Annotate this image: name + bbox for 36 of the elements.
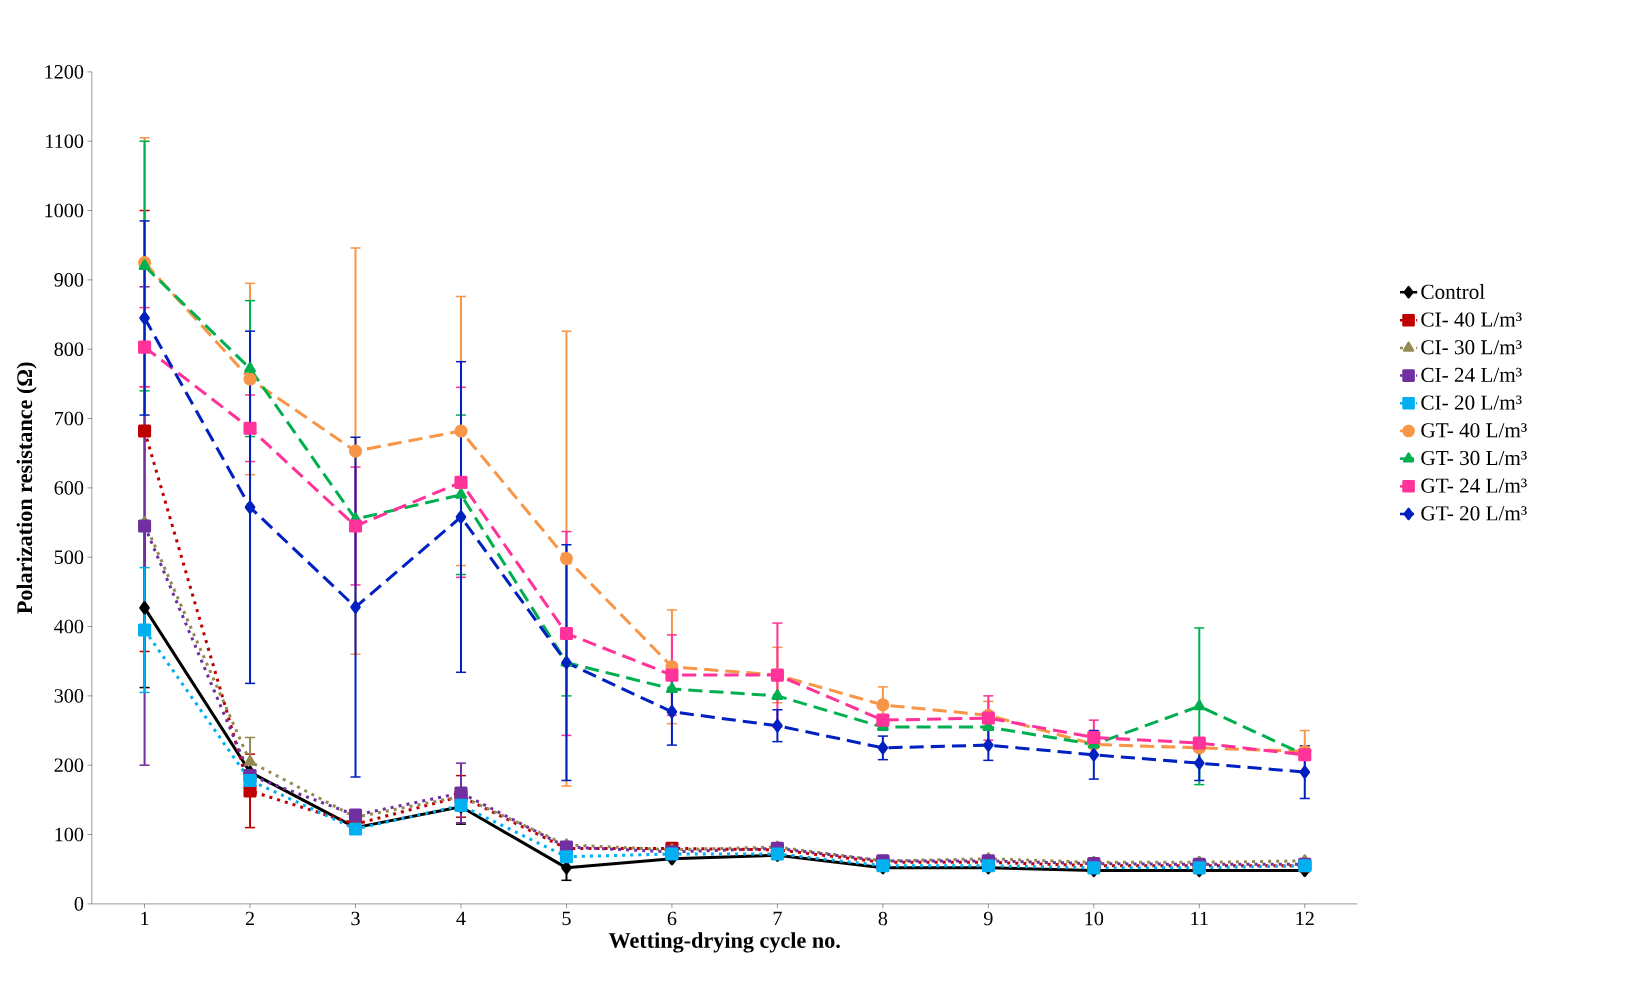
legend-label: GT- 24 L/m³: [1421, 478, 1527, 493]
legend-label: CI- 24 L/m³: [1421, 367, 1522, 383]
x-tick-label: 5: [562, 911, 571, 926]
legend-label: CI- 20 L/m³: [1421, 395, 1522, 410]
x-tick-label: 1: [141, 911, 149, 926]
x-tick-label: 7: [773, 911, 782, 926]
y-tick-label: 200: [54, 758, 84, 773]
x-tick-label: 10: [1085, 911, 1104, 926]
y-tick-label: 1200: [45, 65, 84, 79]
x-tick-label: 6: [667, 911, 677, 926]
x-axis-title: Wetting-drying cycle no.: [608, 932, 840, 953]
legend-label: CI- 30 L/m³: [1421, 340, 1522, 355]
legend-label: Control: [1421, 284, 1485, 300]
x-tick-label: 4: [456, 911, 466, 926]
y-tick-label: 100: [55, 827, 84, 842]
x-tick-label: 9: [983, 911, 993, 926]
legend-label: GT- 30 L/m³: [1421, 450, 1527, 466]
y-tick-label: 0: [74, 897, 84, 911]
legend-label: GT- 20 L/m³: [1421, 506, 1527, 521]
x-tick-label: 11: [1191, 911, 1208, 926]
y-tick-label: 400: [54, 619, 84, 634]
legend-label: GT- 40 L/m³: [1421, 423, 1527, 438]
y-tick-label: 900: [54, 273, 84, 287]
x-tick-label: 3: [351, 911, 360, 926]
legend-label: CI- 40 L/m³: [1421, 312, 1522, 327]
x-tick-label: 2: [245, 911, 254, 926]
y-tick-label: 700: [55, 411, 84, 426]
y-tick-label: 600: [54, 481, 84, 495]
y-axis-title: Polarization resistance (Ω): [16, 362, 37, 614]
y-tick-label: 1100: [46, 134, 84, 149]
y-tick-label: 800: [54, 342, 84, 357]
x-tick-label: 12: [1296, 911, 1314, 926]
y-tick-label: 1000: [45, 203, 84, 218]
y-tick-label: 300: [54, 689, 84, 703]
y-tick-label: 500: [54, 550, 84, 565]
x-tick-label: 8: [878, 911, 888, 926]
